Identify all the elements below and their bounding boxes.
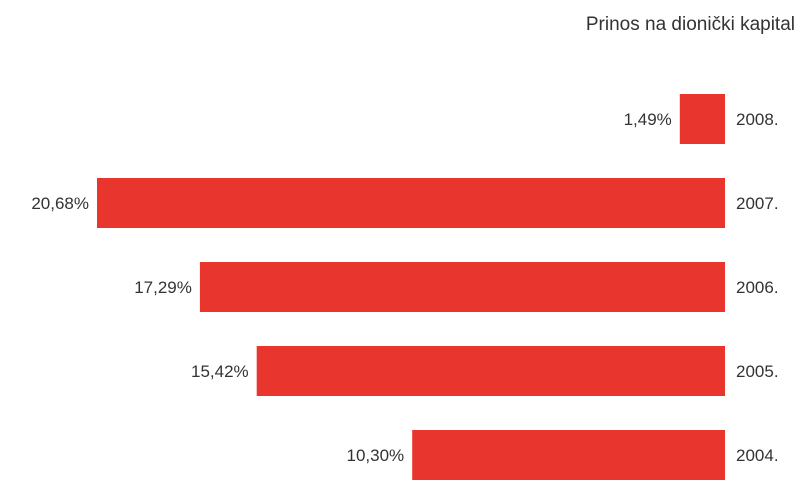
value-label: 10,30% (347, 446, 405, 465)
bar-2008 (679, 94, 725, 144)
category-label: 2008. (736, 110, 779, 129)
value-label: 17,29% (134, 278, 192, 297)
bar-2004 (412, 430, 725, 480)
category-label: 2004. (736, 446, 779, 465)
category-label: 2006. (736, 278, 779, 297)
bar-2006 (199, 262, 725, 312)
value-label: 20,68% (31, 194, 89, 213)
chart-title: Prinos na dionički kapital (586, 14, 795, 35)
bar-2005 (256, 346, 725, 396)
bars-group: 1,49% 2008. 20,68% 2007. 17,29% 2006. 15,42% 20… (31, 94, 779, 480)
value-label: 1,49% (624, 110, 672, 129)
category-label: 2007. (736, 194, 779, 213)
value-label: 15,42% (191, 362, 249, 381)
category-label: 2005. (736, 362, 779, 381)
bar-2007 (97, 178, 725, 228)
